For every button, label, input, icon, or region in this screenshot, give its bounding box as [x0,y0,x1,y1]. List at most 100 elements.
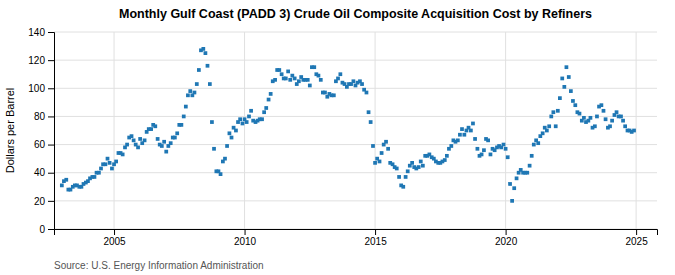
point [547,124,551,128]
point [264,106,268,110]
grid-line [54,60,657,61]
grid-line [505,32,506,229]
point [419,160,423,164]
tick-label: 100 [28,83,45,94]
point [589,116,593,120]
point [610,119,614,123]
tick: 2015 [364,229,387,247]
point [273,78,277,82]
point [621,119,625,123]
point [156,137,160,141]
tick: 140 [28,27,54,38]
tick-label: 2005 [103,236,126,247]
point [582,116,586,120]
point [593,124,597,128]
point [267,98,271,102]
point [317,74,321,78]
tick-mark [375,229,376,235]
point [352,79,356,83]
point [489,153,493,157]
grid-line [54,88,657,89]
point [114,160,118,164]
point [188,89,192,93]
tick-label: 80 [34,111,46,122]
point [567,75,571,79]
point [308,84,312,88]
point [504,147,508,151]
point [512,186,516,190]
point [476,147,480,151]
point [573,103,577,107]
tick-label: 20 [34,196,46,207]
point [632,129,636,133]
tick-mark [48,116,54,117]
point [260,117,264,121]
point [604,117,608,121]
point [397,175,401,179]
point [395,167,399,171]
chart: 20052010201520202025020406080100120140Mo… [0,0,675,275]
tick-label: 60 [34,139,46,150]
point [238,117,242,121]
tick-mark [636,229,637,235]
point [360,82,364,86]
point [332,93,336,97]
point [312,65,316,69]
tick-label: 2025 [625,236,648,247]
point [386,147,390,151]
point [241,122,245,126]
point [545,129,549,133]
tick-mark [48,32,54,33]
grid-line [375,32,376,229]
x-axis: 20052010201520202025 [55,229,658,247]
grid-line [54,32,657,33]
point [306,78,310,82]
point [132,138,136,142]
point [219,172,223,176]
point [106,157,110,161]
point [458,133,462,137]
point [223,157,227,161]
point [510,199,514,203]
point [445,154,449,158]
point [164,150,168,154]
point [197,68,201,72]
point [121,153,125,157]
tick: 80 [34,111,54,122]
tick-label: 2010 [234,236,257,247]
point [93,175,97,179]
point [162,140,166,144]
point [138,137,142,141]
point [149,127,153,131]
axis-line [48,33,55,230]
point [204,51,208,55]
point [623,124,627,128]
point [462,133,466,137]
point [130,134,134,138]
point [249,109,253,113]
point [225,144,229,148]
point [443,158,447,162]
point [228,131,232,135]
point [482,148,486,152]
points [60,47,636,203]
tick: 100 [28,83,54,94]
point [558,96,562,100]
tick-mark [48,173,54,174]
grid-line [54,172,657,173]
point [571,99,575,103]
point [201,47,205,51]
point [182,115,186,119]
point [99,167,103,171]
point [153,124,157,128]
tick-label: 140 [28,27,45,38]
point [471,122,475,126]
point [515,176,519,180]
point [421,164,425,168]
point [175,131,179,135]
point [556,109,560,113]
point [173,136,177,140]
tick-mark [114,229,115,235]
point [565,65,569,69]
grid-line [244,32,245,229]
